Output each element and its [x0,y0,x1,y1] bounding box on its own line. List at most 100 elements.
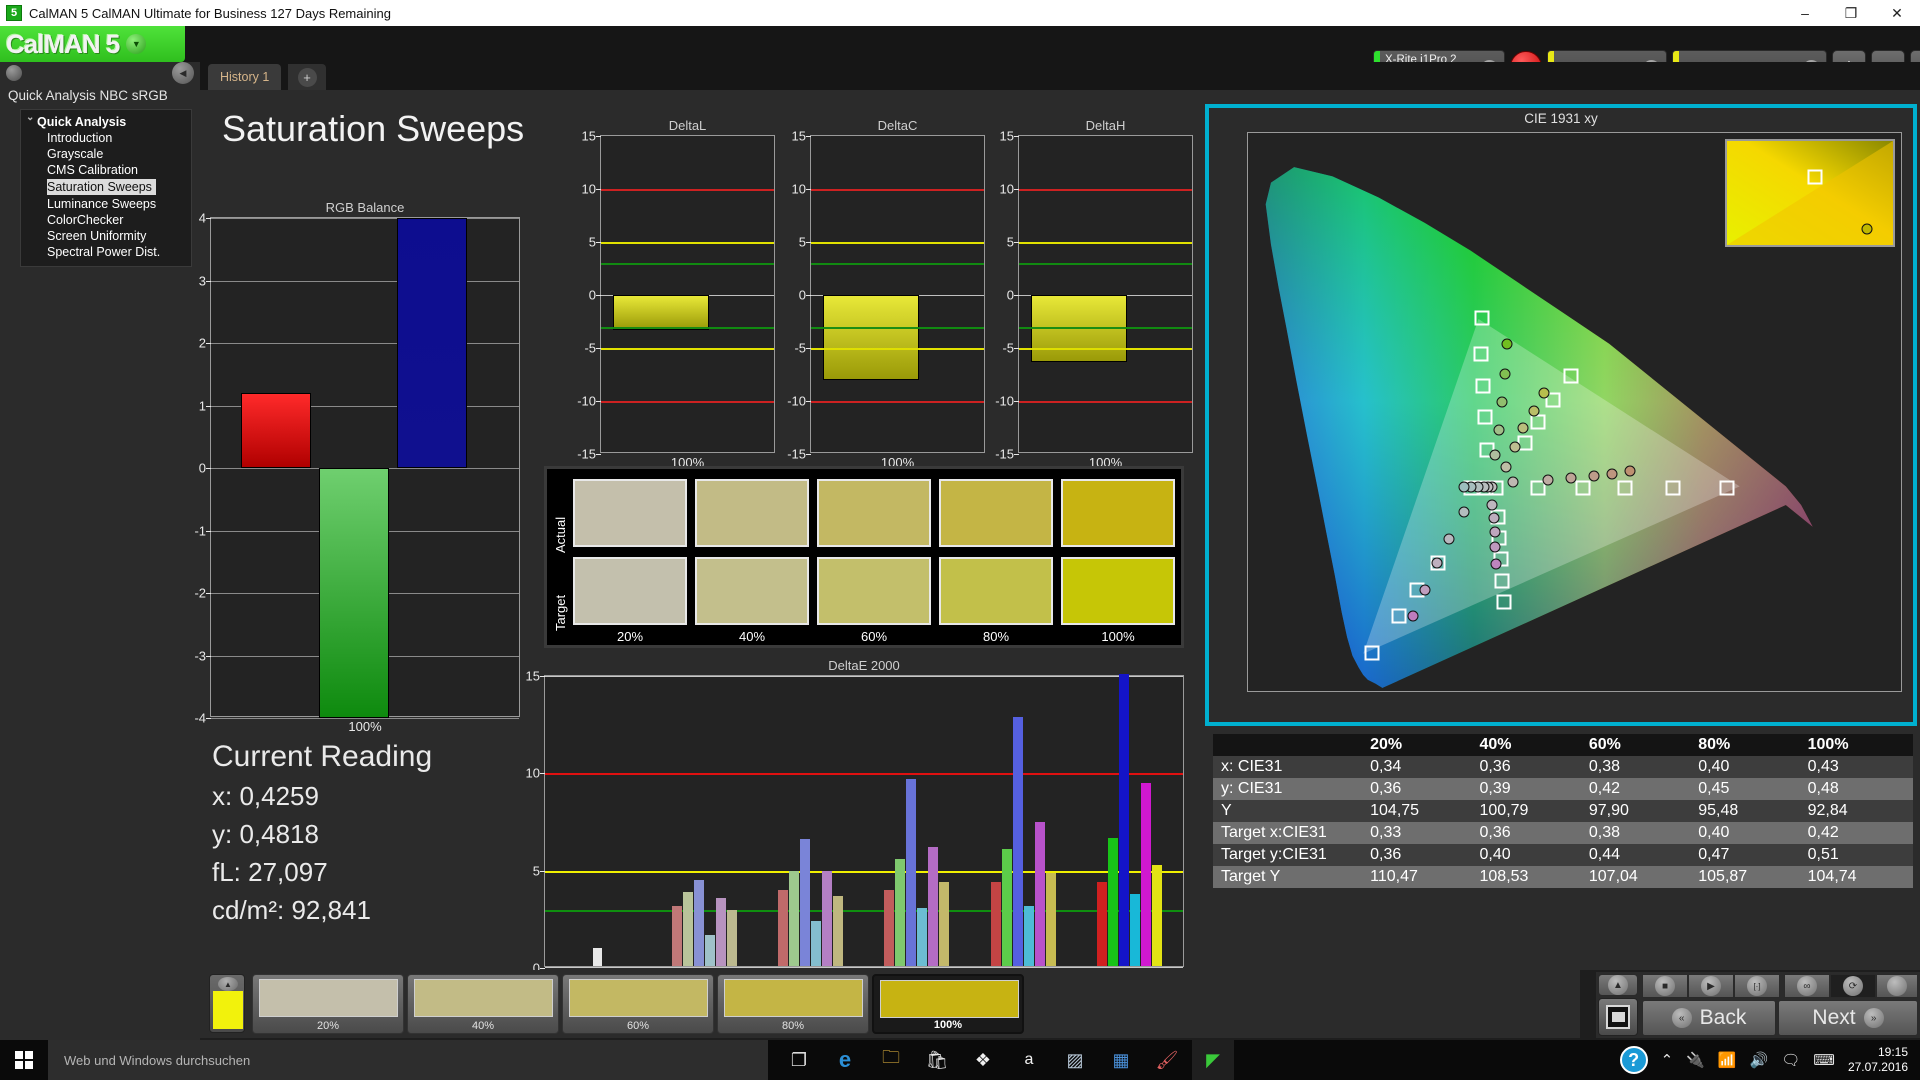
amazon-icon[interactable]: a [1024,1051,1034,1068]
y-tick-mark [540,968,545,969]
measured-point [1419,584,1431,596]
help-icon[interactable]: ? [1619,1046,1648,1074]
sidebar-item-colorchecker[interactable]: ColorChecker [21,212,191,228]
y-tick-mark [596,401,601,402]
y-tick-mark [806,242,811,243]
swatch-column-label: 80% [982,629,1010,644]
action-center-icon[interactable]: 🗨 [1781,1052,1801,1069]
deltaE-2000-chart: DeltaE 2000 15105010020%40%60%80%100% [526,658,1184,986]
threshold-line-overlay [1019,401,1192,403]
table-corner-cell [1213,734,1367,756]
swatch-column-label: 40% [738,629,766,644]
task-view-icon[interactable]: ❐ [790,1049,808,1070]
deltae-bar [1023,905,1034,966]
swatch-target [1061,557,1175,625]
target-point [1563,368,1579,384]
y-tick-mark [1014,189,1019,190]
y-tick-mark [540,676,545,677]
threshold-line [545,773,1183,776]
swatch-column-label: 20% [616,629,644,644]
filmstrip-item-80pct[interactable]: 80% [717,974,869,1034]
y-tick-mark [806,295,811,296]
y-axis-tick: 5 [588,234,596,250]
table-cell: 0,38 [1588,824,1621,841]
media-icon[interactable]: ▨ [1066,1049,1084,1070]
deltae-bar [1129,893,1140,966]
add-tab-button[interactable]: + [288,64,326,90]
system-tray: ? ⌃ 🔌 📶 🔊 🗨 ⌨ 19:15 27.07.2016 [1619,1045,1920,1075]
sidebar-item-introduction[interactable]: Introduction [21,130,191,146]
store-icon[interactable]: 🛍 [925,1049,949,1070]
close-button[interactable]: ✕ [1891,4,1903,21]
calman-logo[interactable]: CalMAN 5 ▼ [0,26,185,62]
threshold-line-overlay [811,348,984,350]
taskbar-clock[interactable]: 19:15 27.07.2016 [1848,1045,1908,1075]
extra-button[interactable] [1876,974,1918,998]
filmstrip-swatch [569,979,708,1017]
cie-1931-chart[interactable]: CIE 1931 xy 00,10,20,30,40,50,60,70,800,… [1205,104,1917,726]
filmstrip-up-button[interactable]: ▲ [1598,974,1638,996]
refresh-button[interactable]: ⟳ [1830,974,1876,998]
grid-line [211,218,519,219]
filmstrip-label: 40% [471,1020,495,1032]
tab-history-1[interactable]: History 1 [208,64,282,90]
sidebar-item-label: CMS Calibration [47,163,139,177]
threshold-line-overlay [1019,326,1192,329]
edge-icon[interactable]: e [838,1047,852,1072]
sidebar-item-saturation-sweeps[interactable]: Saturation Sweeps [21,178,191,196]
sidebar-item-luminance-sweeps[interactable]: Luminance Sweeps [21,196,191,212]
deltae-bar [810,921,821,966]
filmstrip-item-100pct[interactable]: 100% [872,974,1024,1034]
sidebar-group-quick-analysis[interactable]: Quick Analysis [21,112,191,130]
table-cell: 110,47 [1370,868,1418,885]
explorer-icon[interactable]: 🗀 [882,1047,900,1067]
chevron-up-icon: ▲ [1608,975,1628,995]
sidebar-item-spectral-power-dist[interactable]: Spectral Power Dist. [21,244,191,260]
wifi-icon[interactable]: 📶 [1717,1052,1737,1069]
continuous-button[interactable]: ∞ [1784,974,1830,998]
filmstrip-item-60pct[interactable]: 60% [562,974,714,1034]
start-button[interactable] [0,1040,48,1080]
office-icon[interactable]: ▦ [1112,1049,1130,1070]
sidebar-item-label: Spectral Power Dist. [47,245,161,259]
y-axis-tick: -2 [194,585,206,601]
window-controls: – ❐ ✕ [1782,0,1920,26]
calman-icon[interactable]: ◤ [1192,1040,1234,1080]
chart-title: DeltaL [668,118,707,133]
axis-line [545,967,1183,968]
chevron-down-icon[interactable]: ▼ [126,34,147,54]
filmstrip-item-20pct[interactable]: 20% [252,974,404,1034]
sidebar-item-cms-calibration[interactable]: CMS Calibration [21,162,191,178]
deltae-bar [682,892,693,966]
filmstrip-item-40pct[interactable]: 40% [407,974,559,1034]
paint-icon[interactable]: 🖌 [1155,1049,1179,1070]
play-icon: ▶ [1701,976,1721,996]
chevron-up-icon[interactable]: ⌃ [1660,1052,1674,1069]
back-button[interactable]: « Back [1642,1000,1776,1036]
maximize-button[interactable]: ❐ [1844,4,1858,21]
next-button[interactable]: Next » [1778,1000,1918,1036]
sidebar-collapse-button[interactable]: ◀ [172,62,194,84]
patch-window-button[interactable] [1598,998,1638,1036]
stop-button[interactable]: ■ [1642,974,1688,998]
range-button[interactable]: [·] [1734,974,1780,998]
minimize-button[interactable]: – [1801,5,1809,21]
cie-1931-plot[interactable]: 00,10,20,30,40,50,60,70,800,10,20,30,40,… [1247,132,1902,692]
patch-filmstrip: ▲ 20% 40% 60% 80% 100% [200,970,1580,1038]
keyboard-icon[interactable]: ⌨ [1813,1052,1835,1069]
volume-icon[interactable]: 🔊 [1749,1052,1769,1069]
sidebar-item-grayscale[interactable]: Grayscale [21,146,191,162]
dropbox-icon[interactable]: ❖ [974,1049,992,1070]
filmstrip-current-patch[interactable]: ▲ [209,974,245,1033]
battery-icon[interactable]: 🔌 [1686,1052,1705,1069]
measured-point [1431,557,1443,569]
table-cell: 0,39 [1479,780,1511,797]
sidebar-item-screen-uniformity[interactable]: Screen Uniformity [21,228,191,244]
taskbar-search-box[interactable]: Web und Windows durchsuchen [48,1040,768,1080]
table-cell: 97,90 [1588,802,1629,819]
target-point [1545,392,1561,408]
chevron-up-icon[interactable]: ▲ [218,977,238,991]
deltae-bar [1118,674,1129,966]
play-button[interactable]: ▶ [1688,974,1734,998]
y-axis-tick: 5 [798,234,806,250]
